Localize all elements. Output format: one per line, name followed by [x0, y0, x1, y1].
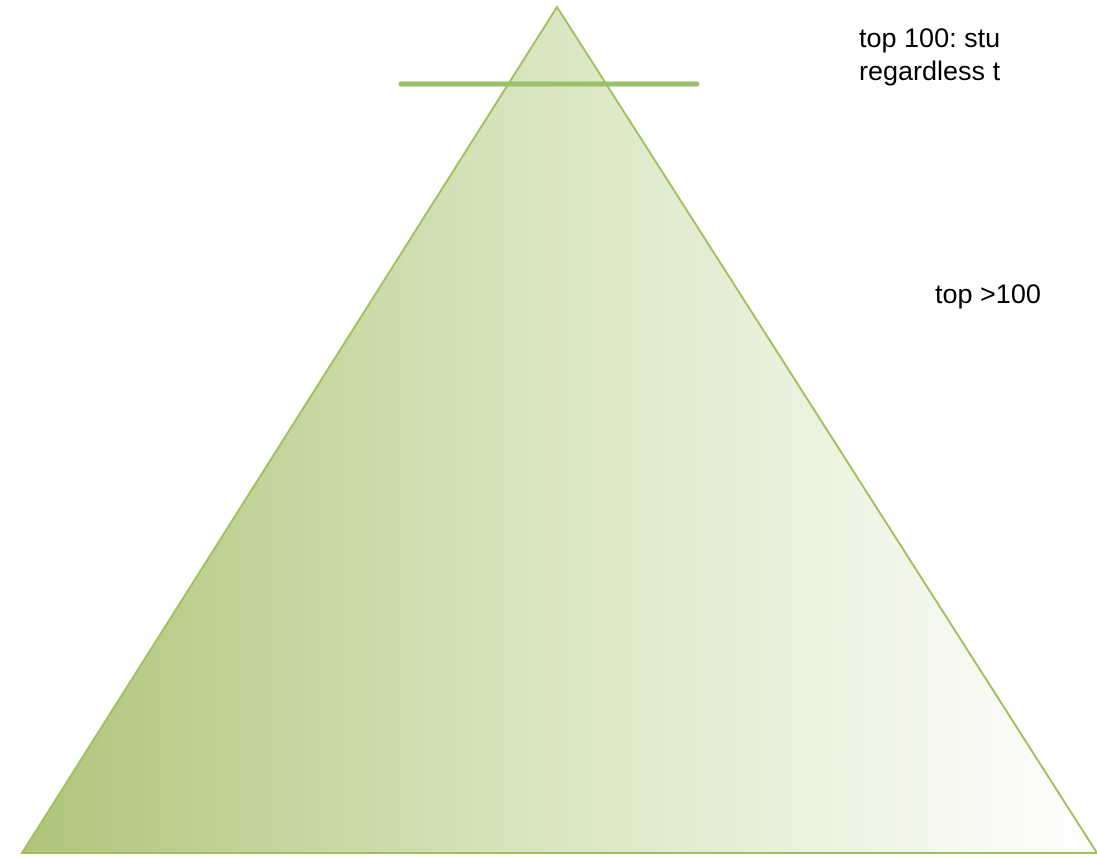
top-100-label-line-2: regardless t	[859, 56, 1001, 86]
top-over-100-label-line-1: top >100	[935, 279, 1041, 309]
top-over-100-label: top >100	[935, 278, 1041, 311]
top-100-label: top 100: stu regardless t	[859, 22, 1000, 88]
pyramid-triangle	[20, 5, 1097, 854]
top-100-label-line-1: top 100: stu	[859, 23, 1001, 53]
